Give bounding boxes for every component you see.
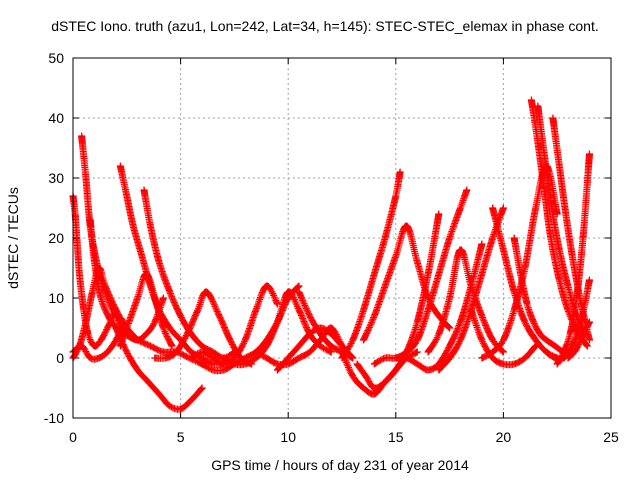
axis-ticks: 0 5 10 15 20 25 -10 0 10 20 30 40 50 bbox=[44, 50, 619, 445]
plot-frame bbox=[72, 57, 612, 419]
x-tick-label: 20 bbox=[496, 429, 512, 445]
y-tick-label: 10 bbox=[48, 290, 64, 306]
x-tick-label: 5 bbox=[177, 429, 185, 445]
x-tick-label: 15 bbox=[388, 429, 404, 445]
y-tick-label: 0 bbox=[56, 350, 64, 366]
x-tick-label: 25 bbox=[603, 429, 619, 445]
x-axis-label: GPS time / hours of day 231 of year 2014 bbox=[211, 457, 469, 473]
y-tick-label: 30 bbox=[48, 170, 64, 186]
y-axis-label: dSTEC / TECUs bbox=[5, 187, 21, 289]
chart-title: dSTEC Iono. truth (azu1, Lon=242, Lat=34… bbox=[51, 18, 598, 34]
y-tick-label: -10 bbox=[44, 410, 64, 426]
y-tick-label: 40 bbox=[48, 110, 64, 126]
data-points bbox=[68, 95, 594, 414]
x-tick-label: 10 bbox=[280, 429, 296, 445]
y-tick-label: 20 bbox=[48, 230, 64, 246]
y-tick-label: 50 bbox=[48, 50, 64, 66]
x-tick-label: 0 bbox=[69, 429, 77, 445]
